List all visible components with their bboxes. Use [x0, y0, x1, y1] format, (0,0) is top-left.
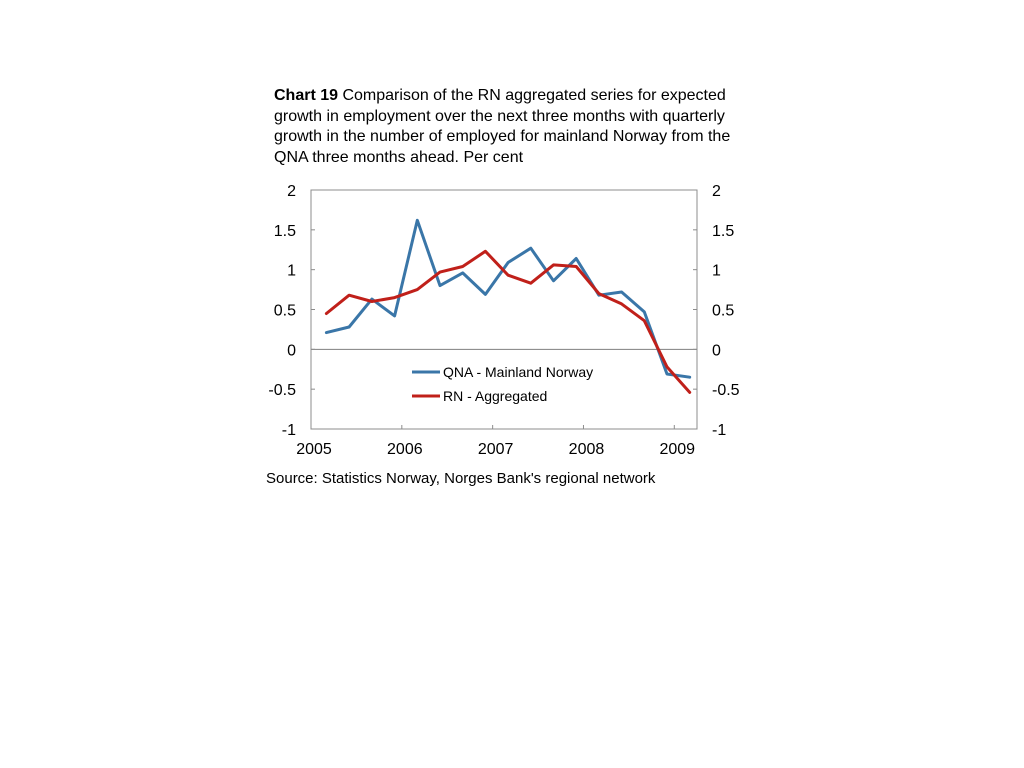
x-tick-label: 2006	[387, 441, 423, 458]
y-tick-label-right: 1	[712, 263, 721, 280]
source-note: Source: Statistics Norway, Norges Bank's…	[266, 470, 656, 487]
y-tick-label-right: 0.5	[712, 303, 734, 320]
chart-title-text: Comparison of the RN aggregated series f…	[274, 87, 731, 166]
x-tick-label: 2005	[296, 441, 332, 458]
y-tick-label-left: 2	[287, 183, 296, 200]
x-tick-label: 2008	[569, 441, 605, 458]
legend-label-1: QNA - Mainland Norway	[443, 364, 593, 380]
y-tick-label-left: -0.5	[268, 382, 296, 399]
y-tick-label-left: 1	[287, 263, 296, 280]
y-tick-label-left: -1	[282, 422, 296, 439]
y-tick-label-right: -0.5	[712, 382, 740, 399]
y-tick-label-right: 1.5	[712, 223, 734, 240]
series-line-2	[324, 249, 692, 394]
y-tick-label-right: 0	[712, 342, 721, 359]
chart-number: Chart 19	[274, 87, 339, 104]
legend-label-2: RN - Aggregated	[443, 388, 547, 404]
x-tick-label: 2009	[659, 441, 695, 458]
y-tick-label-right: -1	[712, 422, 726, 439]
y-tick-label-left: 1.5	[274, 223, 296, 240]
y-tick-label-right: 2	[712, 183, 721, 200]
x-tick-label: 2007	[478, 441, 514, 458]
series-line-1	[324, 218, 692, 379]
chart-title: Chart 19 Comparison of the RN aggregated…	[274, 86, 744, 168]
y-tick-label-left: 0	[287, 342, 296, 359]
y-tick-label-left: 0.5	[274, 303, 296, 320]
